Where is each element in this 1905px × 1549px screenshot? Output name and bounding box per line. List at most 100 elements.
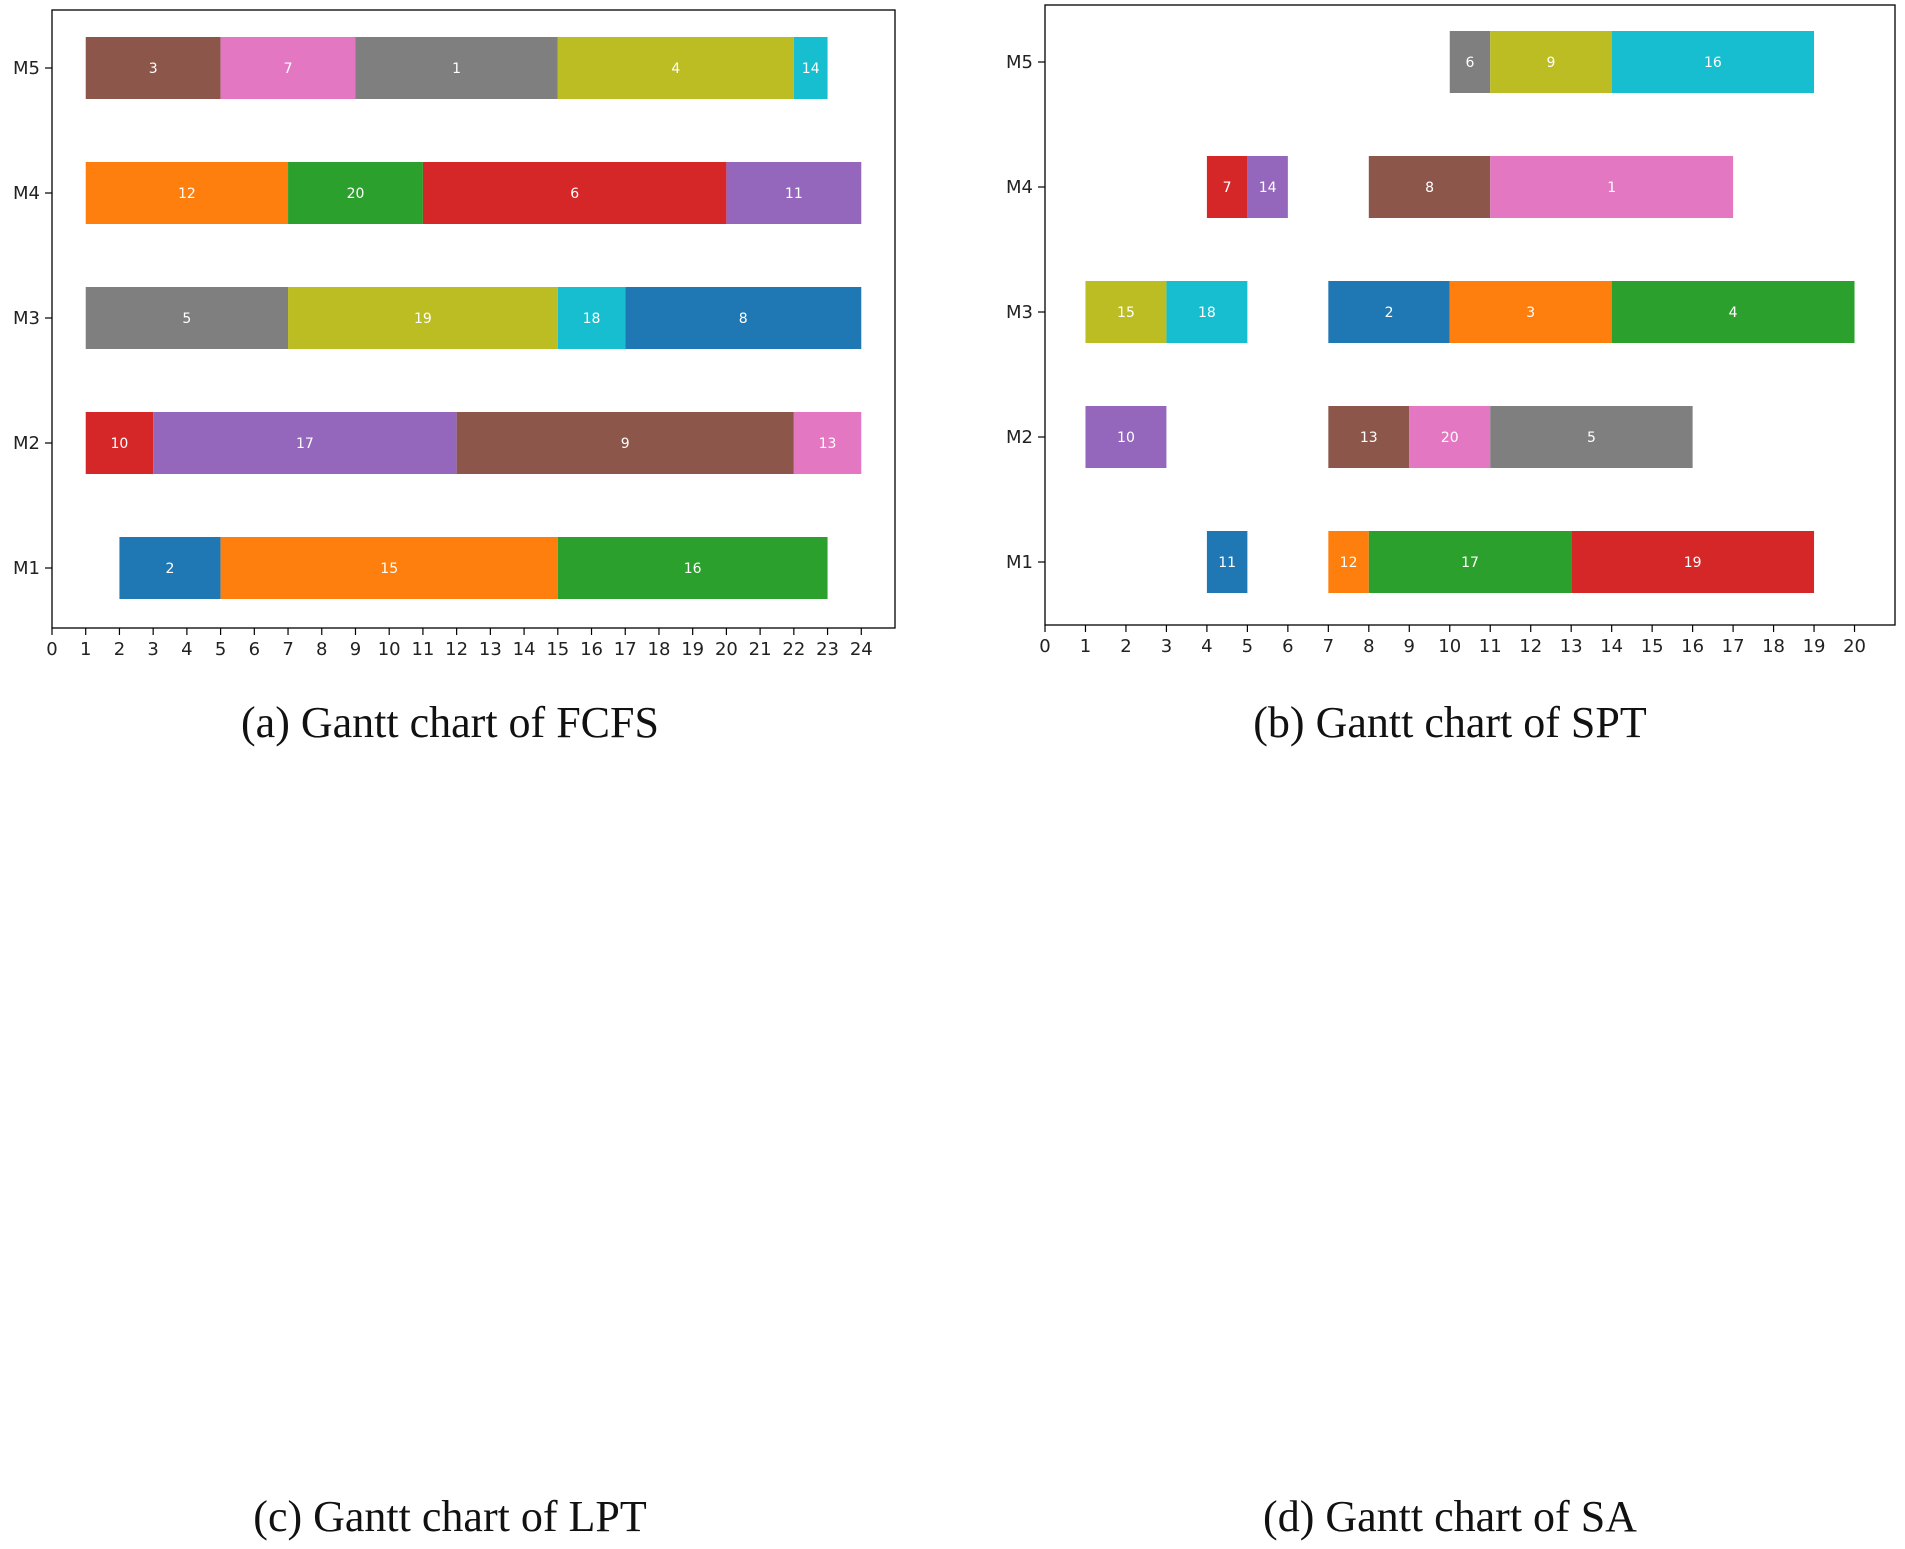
task-label: 18 (583, 311, 601, 327)
task-bar-m2-job-10 (85, 412, 154, 474)
task-label: 14 (802, 61, 820, 77)
task-label: 7 (1223, 180, 1232, 196)
x-tick-label: 17 (1722, 636, 1745, 657)
task-bar-m2-job-5 (1490, 406, 1693, 468)
x-tick-label: 7 (282, 639, 293, 660)
task-label: 7 (284, 61, 293, 77)
task-bar-m3-job-8 (625, 287, 862, 349)
gantt-chart-lpt: 1163986741715181951013202111412012345678… (16, 9, 914, 662)
x-tick-label: 20 (1843, 636, 1866, 657)
x-tick-label: 15 (1641, 636, 1664, 657)
task-bar-m2-job-13 (793, 412, 862, 474)
task-bar-m3-job-18 (1166, 281, 1248, 343)
task-bar-m4-job-12 (85, 162, 289, 224)
task-label: 15 (380, 561, 398, 577)
task-label: 12 (178, 186, 196, 202)
task-label: 12 (1340, 555, 1358, 571)
x-tick-label: 13 (479, 639, 502, 660)
caption-spt: (b) Gantt chart of SPT (1253, 698, 1647, 747)
x-tick-label: 12 (1519, 636, 1542, 657)
task-bar-m3-job-5 (85, 287, 289, 349)
task-bar-m5-job-7 (220, 37, 356, 99)
x-tick-label: 14 (1600, 636, 1623, 657)
x-tick-label: 23 (816, 639, 839, 660)
task-label: 11 (785, 186, 803, 202)
task-bar-m5-job-9 (1490, 31, 1612, 93)
task-label: 9 (1546, 55, 1555, 71)
x-tick-label: 1 (1080, 636, 1091, 657)
task-bar-m5-job-1 (355, 37, 558, 99)
task-bar-m4-job-14 (1247, 156, 1288, 218)
y-tick-label-m5: M5 (13, 58, 40, 79)
x-tick-label: 2 (114, 639, 125, 660)
x-tick-label: 2 (1120, 636, 1131, 657)
task-bar-m3-job-19 (288, 287, 558, 349)
x-tick-label: 12 (445, 639, 468, 660)
y-tick-label-m2: M2 (1006, 427, 1033, 448)
caption-fcfs: (a) Gantt chart of FCFS (241, 698, 659, 747)
task-bar-m4-job-11 (726, 162, 862, 224)
x-tick-label: 11 (1479, 636, 1502, 657)
x-tick-label: 19 (681, 639, 704, 660)
x-tick-label: 7 (1323, 636, 1334, 657)
task-bar-m3-job-18 (557, 287, 626, 349)
task-bar-m1-job-11 (1206, 531, 1248, 593)
y-tick-label-m3: M3 (13, 308, 40, 329)
task-bar-m5-job-14 (793, 37, 828, 99)
x-tick-label: 18 (648, 639, 671, 660)
plot-frame (51, 9, 896, 629)
task-bar-m4-job-6 (422, 162, 727, 224)
x-tick-label: 4 (1201, 636, 1212, 657)
task-label: 3 (149, 61, 158, 77)
task-label: 15 (1117, 305, 1135, 321)
chart-panel-sa: 3986161271515184132201011141917012345678… (990, 19, 1905, 1485)
task-bar-m4-job-8 (1368, 156, 1491, 218)
task-bar-m2-job-13 (1328, 406, 1410, 468)
x-tick-label: 10 (1438, 636, 1461, 657)
chart-panel-spt: 6 9 16 7 14 8 1 15 18 2 3 4 10 13 20 5 11 12 17 19 0 1 2 3 4 5 6 7 8… (990, 0, 1905, 680)
x-tick-label: 5 (215, 639, 226, 660)
task-bar-m4-job-7 (1206, 156, 1248, 218)
task-bar-m4-job-20 (288, 162, 423, 224)
x-tick-label: 10 (378, 639, 401, 660)
task-label: 18 (1198, 305, 1216, 321)
x-tick-label: 13 (1560, 636, 1583, 657)
task-label: 4 (671, 61, 680, 77)
y-tick-label-m1: M1 (1006, 552, 1033, 573)
x-tick-label: 9 (1404, 636, 1415, 657)
chart-panel-fcfs: 3 7 1 4 14 12 20 6 11 5 19 18 8 10 17 9 13 2 15 16 0 1 2 3 4 5 6 7 8… (0, 0, 905, 680)
task-bar-m3-job-15 (1085, 281, 1167, 343)
task-label: 14 (1259, 180, 1277, 196)
task-label: 5 (182, 311, 191, 327)
gantt-chart-sa: 3986161271515184132201011141917012345678… (1016, 19, 1896, 662)
caption-sa: (d) Gantt chart of SA (1263, 1492, 1637, 1541)
task-bar-m1-job-17 (1368, 531, 1572, 593)
task-bar-m5-job-3 (85, 37, 221, 99)
x-tick-label: 0 (46, 639, 57, 660)
task-bar-m2-job-17 (153, 412, 457, 474)
task-label: 3 (1526, 305, 1535, 321)
plot-frame (1044, 4, 1896, 626)
x-tick-label: 19 (1803, 636, 1826, 657)
task-bar-m3-job-3 (1449, 281, 1612, 343)
x-tick-label: 6 (249, 639, 260, 660)
task-bar-m5-job-4 (557, 37, 794, 99)
x-tick-label: 16 (1681, 636, 1704, 657)
x-tick-label: 0 (1039, 636, 1050, 657)
task-label: 13 (1360, 430, 1378, 446)
x-tick-label: 14 (513, 639, 536, 660)
x-tick-label: 3 (1161, 636, 1172, 657)
task-bar-m3-job-2 (1328, 281, 1450, 343)
task-label: 8 (739, 311, 748, 327)
caption-lpt: (c) Gantt chart of LPT (253, 1492, 647, 1541)
y-tick-label-m4: M4 (1006, 177, 1033, 198)
y-tick-label-m5: M5 (1006, 52, 1033, 73)
x-tick-label: 18 (1762, 636, 1785, 657)
y-tick-label-m3: M3 (1006, 302, 1033, 323)
task-bar-m5-job-16 (1611, 31, 1815, 93)
task-bar-m1-job-16 (557, 537, 828, 599)
chart-panel-lpt: 1163986741715181951013202111412012345678… (0, 9, 930, 1485)
x-tick-label: 20 (715, 639, 738, 660)
x-tick-label: 4 (181, 639, 192, 660)
